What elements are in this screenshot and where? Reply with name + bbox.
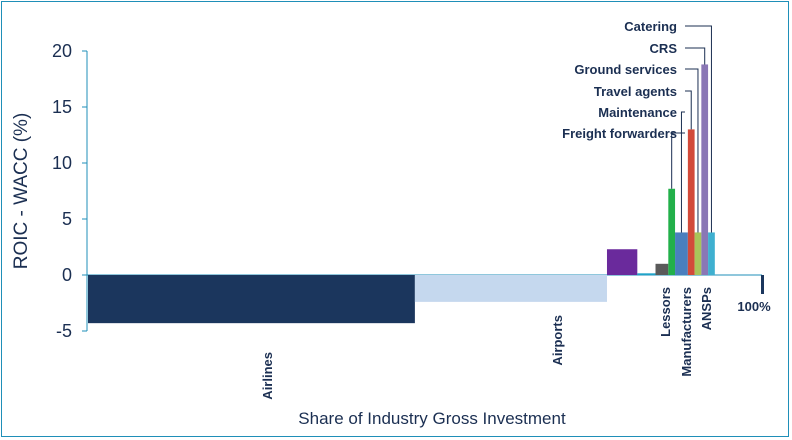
category-label-airports: Airports	[550, 315, 565, 366]
leader-line-freight-forwarders	[671, 132, 685, 189]
callout-label-catering: Catering	[624, 19, 677, 34]
bar-airports	[414, 275, 607, 302]
callout-label-maintenance: Maintenance	[598, 105, 677, 120]
callout-label-travel-agents: Travel agents	[594, 84, 677, 99]
y-axis-title: ROIC - WACC (%)	[11, 113, 32, 270]
bar-manufacturers	[637, 273, 656, 275]
callout-label-freight-forwarders: Freight forwarders	[562, 126, 677, 141]
bar-freight-forwarders	[668, 188, 676, 275]
end-label: 100%	[737, 299, 771, 314]
category-label-ansps: ANSPs	[699, 287, 714, 330]
y-tick-label: 5	[62, 209, 72, 229]
bar-lessors	[606, 249, 638, 275]
bar-maintenance	[675, 232, 688, 275]
bar-crs	[701, 64, 709, 275]
bar-ansps	[655, 263, 669, 275]
leader-line-ground-services	[685, 68, 699, 233]
callout-label-crs: CRS	[650, 41, 678, 56]
leader-line-maintenance	[680, 111, 685, 233]
x-axis-title: Share of Industry Gross Investment	[298, 409, 566, 428]
leader-line-travel-agents	[685, 90, 692, 130]
end-tick	[761, 275, 764, 294]
bar-ground-services	[694, 232, 702, 275]
bar-travel-agents	[687, 129, 695, 275]
y-tick-label: 15	[52, 97, 72, 117]
bar-catering	[708, 232, 715, 275]
category-label-lessors: Lessors	[658, 287, 673, 337]
y-tick-label: 20	[52, 41, 72, 61]
leader-line-crs	[685, 47, 706, 65]
category-label-manufacturers: Manufacturers	[679, 287, 694, 377]
leader-line-catering	[685, 25, 712, 233]
y-tick-label: -5	[56, 321, 72, 341]
bar-airlines	[88, 275, 415, 324]
category-label-airlines: Airlines	[260, 352, 275, 400]
y-tick-label: 10	[52, 153, 72, 173]
y-tick-label: 0	[62, 265, 72, 285]
callout-label-ground-services: Ground services	[574, 62, 677, 77]
